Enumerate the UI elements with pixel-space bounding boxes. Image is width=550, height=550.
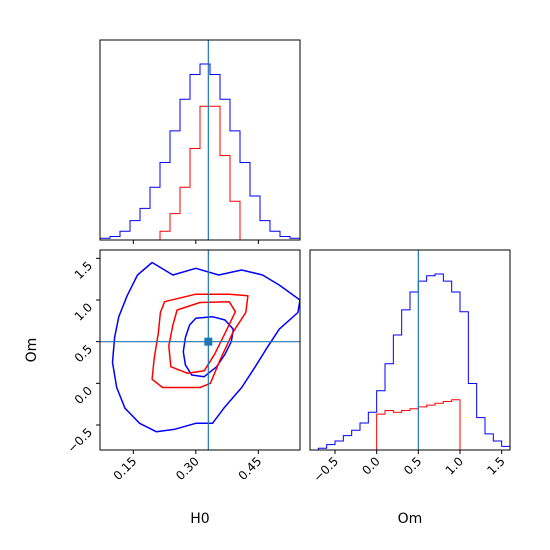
truth-marker: [204, 337, 213, 346]
tick-label-om-x-3: 1.0: [443, 454, 466, 477]
tick-label-h0-2: 0.45: [236, 454, 265, 483]
panel-frame-om: [309, 249, 511, 451]
tick-label-h0-0: 0.15: [111, 454, 140, 483]
tick-label-om-x-0: −0.5: [311, 454, 342, 485]
contour-blue-inner: [182, 315, 235, 378]
axis-label-om-hist: Om: [398, 511, 423, 527]
histogram-om: [310, 273, 510, 450]
tick-label-om-y-2: 0.5: [72, 342, 95, 365]
histogram-h0-blue: [100, 63, 300, 240]
contour-blue-outer: [111, 261, 300, 433]
histogram-om-blue: [310, 273, 510, 450]
tick-label-om-y-0: −0.5: [65, 425, 96, 456]
tick-label-om-x-1: 0.0: [359, 454, 382, 477]
joint-contours: [111, 261, 300, 433]
panel-frame-h0: [99, 39, 301, 241]
axis-label-om-joint: Om: [24, 338, 40, 363]
histogram-om-red: [310, 399, 510, 450]
axis-label-h0-joint: H0: [190, 511, 209, 527]
panel-frame-joint: [99, 249, 301, 451]
histogram-h0: [100, 63, 300, 240]
tick-label-om-y-1: 0.0: [72, 384, 95, 407]
tick-label-om-y-3: 1.0: [72, 300, 95, 323]
tick-label-h0-1: 0.30: [173, 454, 202, 483]
tick-label-om-x-2: 0.5: [401, 454, 424, 477]
tick-label-om-y-4: 1.5: [72, 259, 95, 282]
contour-red-inner: [168, 300, 237, 375]
tick-label-om-x-4: 1.5: [484, 454, 507, 477]
histogram-h0-red: [100, 105, 300, 240]
